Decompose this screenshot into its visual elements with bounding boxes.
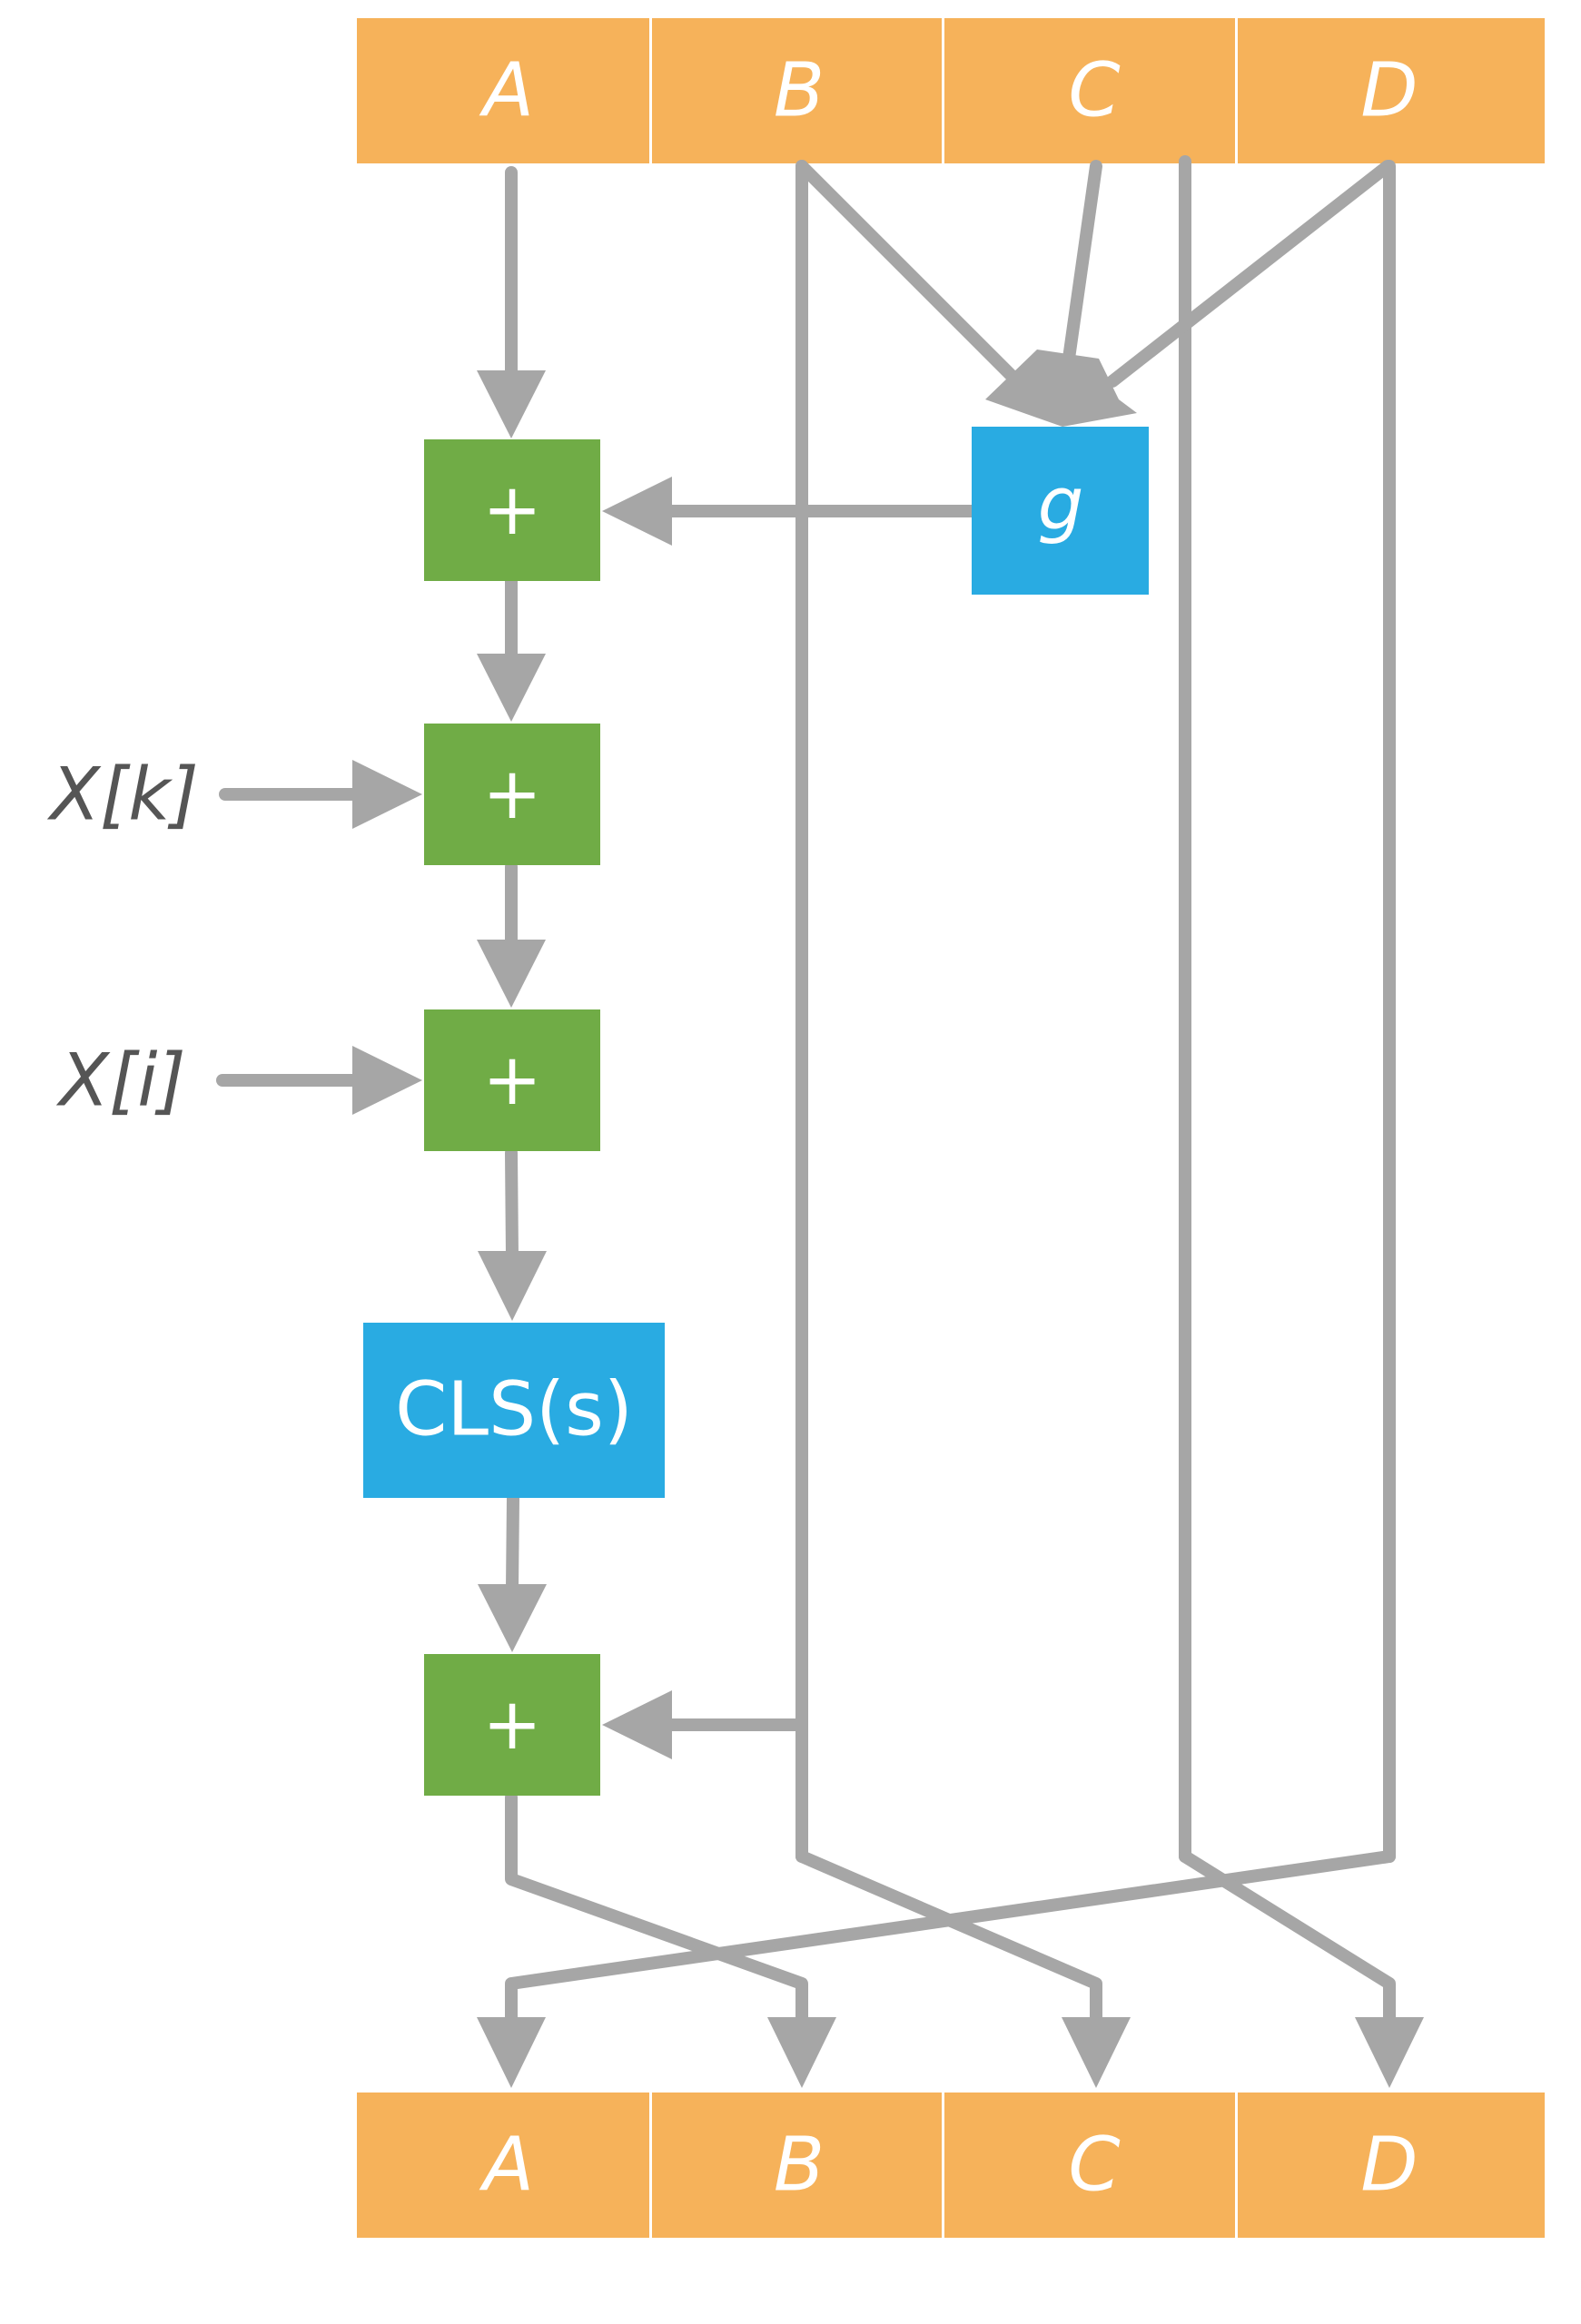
arrowhead-cls-top	[478, 1251, 547, 1321]
top-register-b-label: B	[774, 48, 825, 134]
adder-4-box	[424, 1654, 600, 1796]
wire-d-to-g	[1106, 160, 1394, 388]
function-g-block: g	[972, 427, 1149, 595]
top-register-c-label: C	[1068, 48, 1120, 134]
arrowhead-adder4-left	[602, 1690, 672, 1759]
adder-3-box	[424, 1009, 600, 1151]
wire-adder4-to-out-b	[505, 1791, 808, 2029]
top-register-c-box	[944, 18, 1235, 163]
bottom-register-b-label: B	[774, 2122, 825, 2209]
top-register-a-box	[357, 18, 649, 163]
adder-2-box	[424, 724, 600, 865]
wire-c-to-out-d	[1179, 1850, 1396, 2029]
cls-label: CLS(s)	[395, 1367, 633, 1453]
adder-1-symbol: +	[482, 469, 541, 551]
function-g-label: g	[1038, 462, 1084, 547]
bottom-register-d-box	[1238, 2093, 1545, 2238]
arrowhead-out-b	[767, 2017, 836, 2088]
cls-block: CLS(s)	[363, 1323, 665, 1498]
arrowhead-out-a	[477, 2017, 546, 2088]
top-register-d-box	[1238, 18, 1545, 163]
input-xi-label: X[i]	[55, 1039, 185, 1123]
top-register-row: A B C D	[357, 18, 1545, 163]
arrowhead-adder1-left	[602, 477, 672, 546]
arrowhead-xi	[352, 1046, 422, 1115]
top-register-a-label: A	[479, 48, 534, 134]
arrowhead-adder1-top	[477, 370, 546, 438]
adder-4: +	[424, 1654, 600, 1796]
input-xk-label: X[k]	[46, 753, 199, 837]
adder-1-box	[424, 439, 600, 581]
arrowhead-out-c	[1062, 2017, 1131, 2088]
bottom-register-a-box	[357, 2093, 649, 2238]
adder-2: +	[424, 724, 600, 865]
cls-box	[363, 1323, 665, 1498]
bottom-register-c-box	[944, 2093, 1235, 2238]
bottom-register-b-box	[652, 2093, 942, 2238]
top-register-d-label: D	[1360, 48, 1418, 134]
wires	[216, 155, 1396, 2029]
adder-1: +	[424, 439, 600, 581]
wire-adder3-to-cls	[505, 1147, 519, 1264]
arrowhead-g-top	[985, 350, 1137, 427]
wire-cls-to-adder4	[506, 1492, 519, 1595]
arrowhead-adder2-top	[477, 654, 546, 722]
bottom-register-row: A B C D	[357, 2093, 1545, 2238]
adder-4-symbol: +	[482, 1684, 541, 1766]
top-register-b-box	[652, 18, 942, 163]
arrowhead-adder4-top	[478, 1584, 547, 1652]
bottom-register-a-label: A	[479, 2122, 534, 2209]
bottom-register-c-label: C	[1068, 2122, 1120, 2209]
adder-3-symbol: +	[482, 1039, 541, 1121]
wire-b-to-g	[795, 160, 1033, 397]
function-g-box	[972, 427, 1149, 595]
wire-d-to-out-a	[505, 1850, 1396, 2029]
arrowheads	[352, 350, 1424, 2088]
arrowhead-xk	[352, 760, 422, 829]
bottom-register-d-label: D	[1360, 2122, 1418, 2209]
adder-3: +	[424, 1009, 600, 1151]
adder-2-symbol: +	[482, 753, 541, 835]
wire-c-to-g	[1058, 160, 1102, 397]
arrowhead-out-d	[1355, 2017, 1424, 2088]
arrowhead-adder3-top	[477, 940, 546, 1008]
wire-b-to-out-c	[795, 1850, 1102, 2029]
